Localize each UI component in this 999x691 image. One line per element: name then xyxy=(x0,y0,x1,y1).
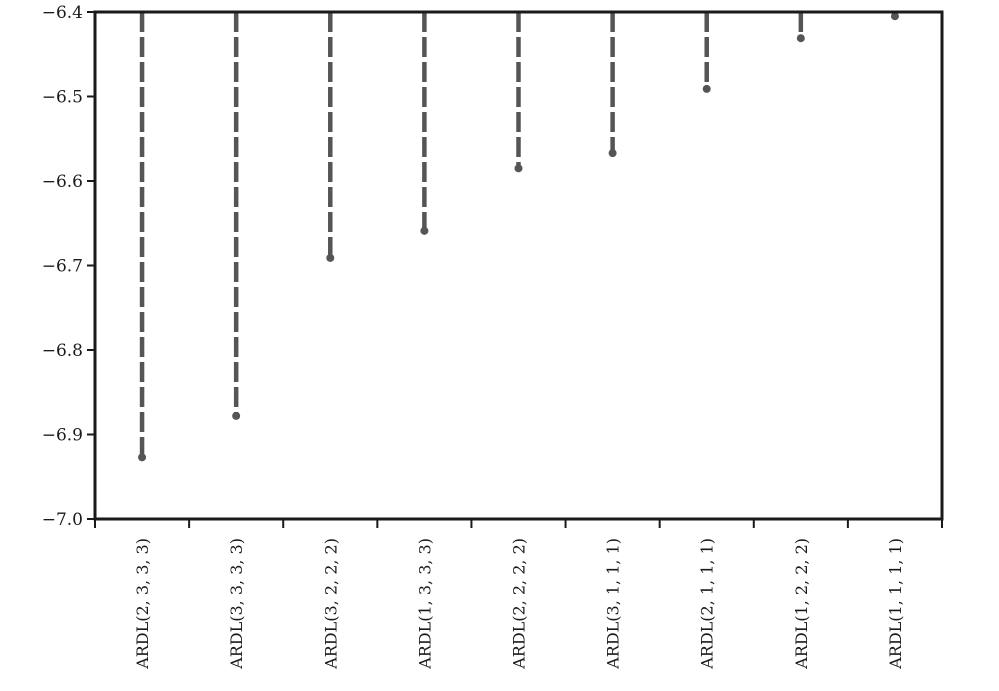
category-label: ARDL(1, 2, 2, 2) xyxy=(792,538,811,670)
data-point xyxy=(890,12,899,21)
data-point xyxy=(608,149,617,158)
y-tick-label: −6.8 xyxy=(42,341,83,361)
y-tick-label: −6.5 xyxy=(42,88,83,108)
category-label: ARDL(3, 1, 1, 1) xyxy=(604,538,623,670)
data-point xyxy=(232,411,241,420)
x-axis: ARDL(2, 3, 3, 3) ARDL(3, 3, 3, 3) ARDL(3, … xyxy=(94,519,943,670)
category-label: ARDL(2, 2, 2, 2) xyxy=(510,538,529,670)
data-point xyxy=(514,164,523,173)
category-label: ARDL(2, 3, 3, 3) xyxy=(133,538,152,670)
data-point xyxy=(326,253,335,262)
y-tick-label: −6.6 xyxy=(42,172,83,192)
y-tick-label: −6.4 xyxy=(42,3,83,23)
markers-layer xyxy=(138,12,899,462)
y-tick-label: −7.0 xyxy=(42,510,83,530)
category-label: ARDL(1, 1, 1, 1) xyxy=(886,538,905,670)
y-tick-label: −6.7 xyxy=(42,257,83,277)
data-point xyxy=(420,226,429,235)
data-point xyxy=(796,34,805,43)
category-label: ARDL(2, 1, 1, 1) xyxy=(698,538,717,670)
stems-layer xyxy=(139,12,898,458)
category-label: ARDL(1, 3, 3, 3) xyxy=(415,538,434,670)
data-point xyxy=(702,84,711,93)
category-label: ARDL(3, 2, 2, 2) xyxy=(321,538,340,670)
data-point xyxy=(138,453,147,462)
category-label: ARDL(3, 3, 3, 3) xyxy=(227,538,246,670)
y-axis: −6.4 −6.5 −6.6 −6.7 −6.8 −6.9 −7.0 xyxy=(42,3,95,530)
y-tick-label: −6.9 xyxy=(42,426,83,446)
